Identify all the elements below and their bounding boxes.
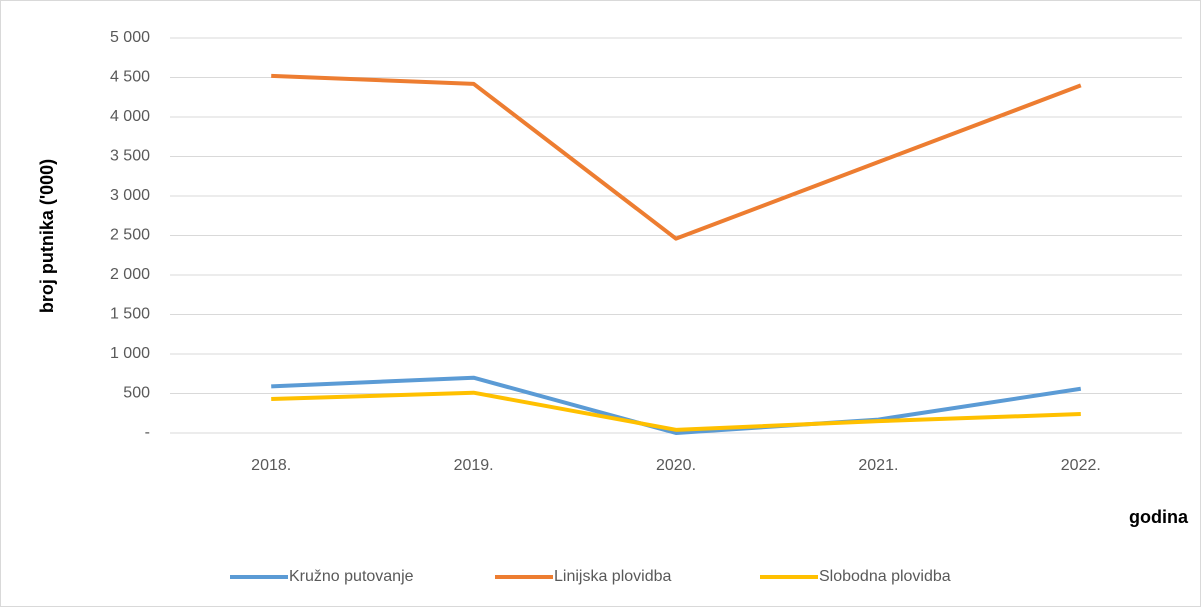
y-tick-label: 2 500 — [110, 227, 150, 244]
y-tick-label: 4 500 — [110, 69, 150, 86]
x-tick-label: 2018. — [251, 457, 291, 474]
y-tick-label: 4 000 — [110, 108, 150, 125]
series-line — [271, 375, 1082, 435]
y-tick-label: 2 000 — [110, 266, 150, 283]
y-tick-label: 3 500 — [110, 148, 150, 165]
y-axis-title: broj putnika ('000) — [37, 159, 57, 313]
y-tick-label: 1 000 — [110, 345, 150, 362]
y-tick-label: 1 500 — [110, 306, 150, 323]
legend-label: Linijska plovidba — [554, 568, 672, 585]
x-tick-label: 2021. — [858, 457, 898, 474]
y-tick-label: 5 000 — [110, 29, 150, 46]
series-line — [271, 73, 1082, 241]
y-tick-label: - — [145, 424, 150, 441]
x-tick-label: 2019. — [454, 457, 494, 474]
series-line — [271, 390, 1081, 432]
x-tick-label: 2022. — [1061, 457, 1101, 474]
y-tick-label: 500 — [123, 385, 150, 402]
legend-label: Kružno putovanje — [289, 568, 414, 585]
x-axis-title: godina — [1129, 507, 1189, 527]
y-tick-label: 3 000 — [110, 187, 150, 204]
legend-label: Slobodna plovidba — [819, 568, 951, 585]
x-tick-label: 2020. — [656, 457, 696, 474]
